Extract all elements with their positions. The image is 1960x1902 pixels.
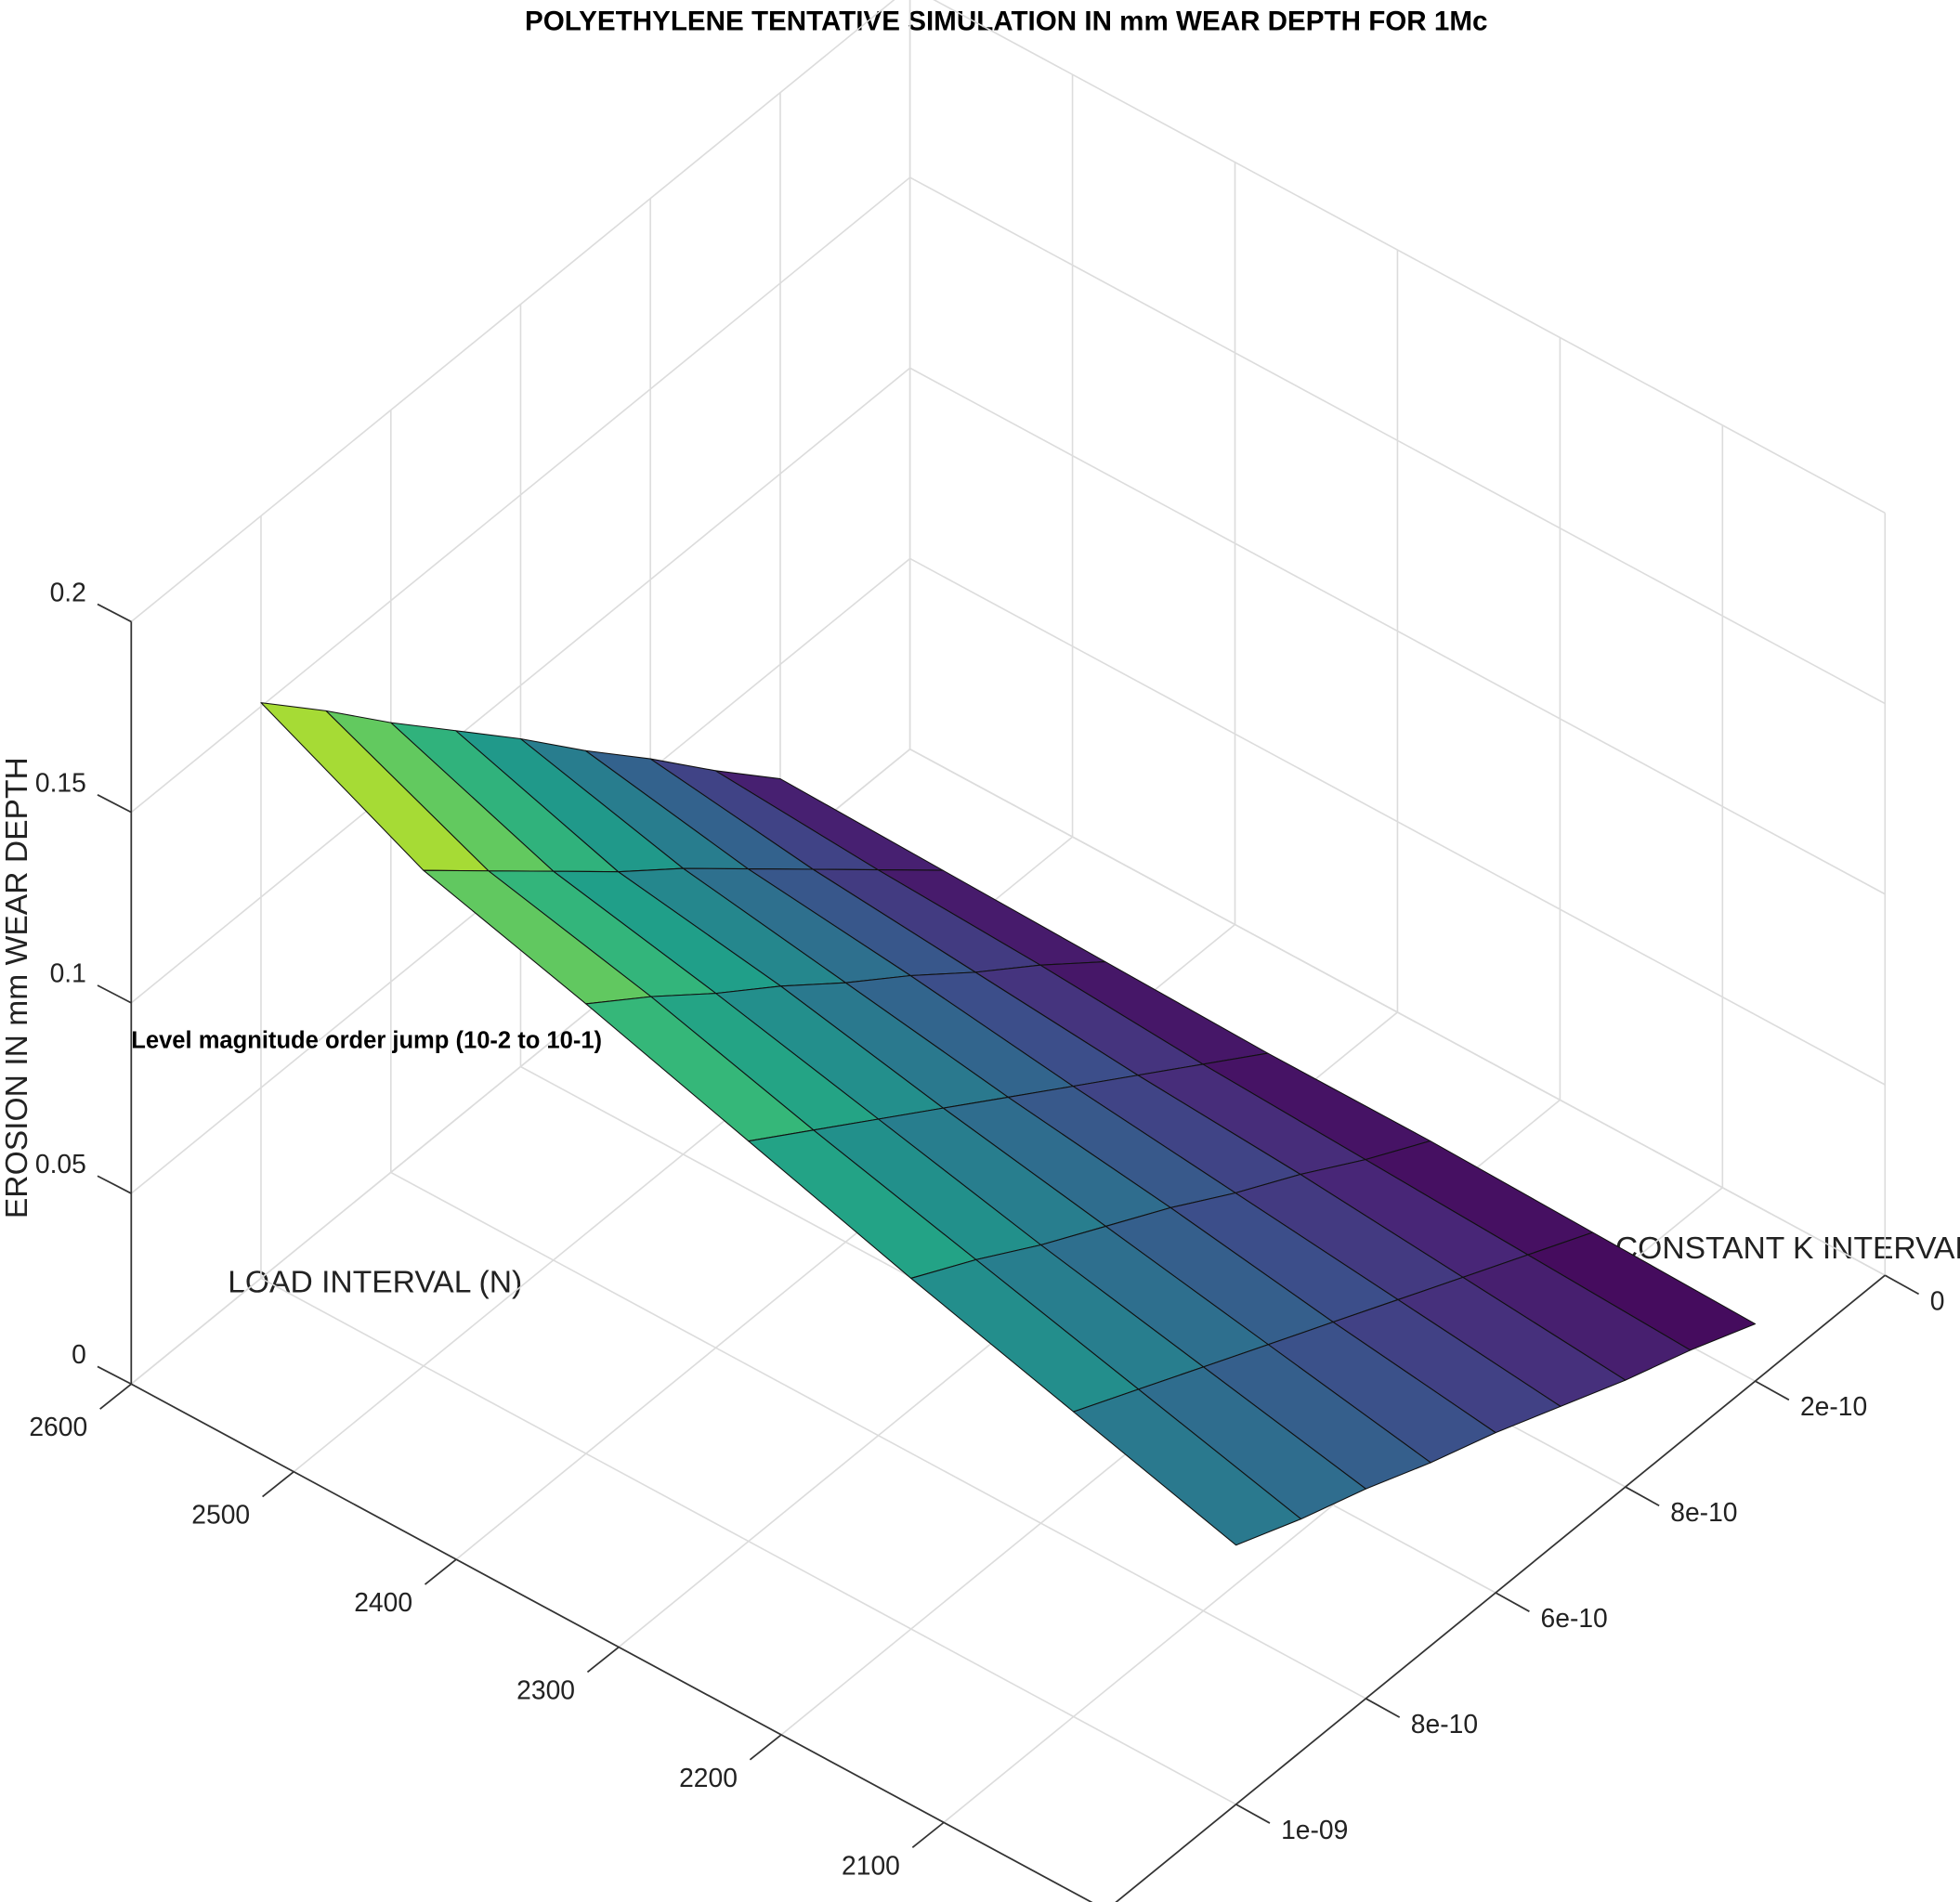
z-tick — [97, 1365, 132, 1386]
z-tick-label: 0.2 — [50, 577, 86, 606]
y-tick-label: 8e-10 — [1670, 1497, 1737, 1527]
x-axis-label: LOAD INTERVAL (N) — [228, 1266, 522, 1300]
x-tick — [99, 1383, 132, 1410]
y-axis-label: CONSTANT K INTERVAL — [1615, 1231, 1960, 1266]
x-tick-label: 2600 — [29, 1412, 87, 1441]
y-tick-label: 6e-10 — [1541, 1603, 1608, 1633]
y-tick-label: 0 — [1930, 1285, 1945, 1315]
y-tick — [1884, 1274, 1920, 1296]
x-tick — [911, 1821, 945, 1848]
axes: 200021002200230024002500260002e-108e-106… — [29, 577, 1944, 1902]
x-tick-label: 2300 — [516, 1674, 575, 1704]
x-tick — [424, 1558, 457, 1585]
x-tick — [586, 1646, 620, 1674]
y-tick — [1755, 1380, 1790, 1401]
grid-line — [130, 0, 1886, 623]
z-tick-label: 0.1 — [50, 958, 86, 988]
x-tick-label: 2200 — [679, 1763, 738, 1792]
z-tick — [97, 794, 132, 814]
x-tick — [749, 1734, 782, 1761]
z-tick — [97, 984, 132, 1004]
x-tick-label: 2400 — [354, 1587, 412, 1617]
grid-line — [130, 748, 1886, 1385]
grid-line — [130, 176, 1886, 814]
y-tick — [1235, 1804, 1271, 1824]
z-tick-label: 0.15 — [35, 767, 86, 797]
y-tick-label: 8e-10 — [1411, 1709, 1478, 1739]
x-axis — [130, 1383, 1093, 1902]
z-tick — [97, 603, 132, 623]
grid-line — [130, 557, 1886, 1194]
surface-cell — [1073, 1388, 1302, 1546]
annotation: Level magnitude order jump (10-2 to 10-1… — [131, 1027, 602, 1053]
y-tick — [1625, 1486, 1660, 1507]
y-tick — [1495, 1592, 1530, 1612]
z-tick — [97, 1175, 132, 1194]
z-tick-label: 0.05 — [35, 1149, 86, 1179]
x-tick-label: 2100 — [842, 1850, 900, 1880]
surface — [260, 702, 1757, 1546]
y-tick — [1365, 1698, 1401, 1718]
y-tick-label: 1e-09 — [1281, 1815, 1348, 1844]
y-tick-label: 2e-10 — [1800, 1391, 1867, 1421]
z-axis-label: EROSION IN mm WEAR DEPTH — [0, 757, 34, 1218]
x-tick — [262, 1471, 294, 1498]
x-tick-label: 2500 — [191, 1500, 250, 1530]
chart-title: POLYETHYLENE TENTATIVE SIMULATION IN mm … — [525, 7, 1487, 37]
z-tick-label: 0 — [72, 1339, 86, 1369]
